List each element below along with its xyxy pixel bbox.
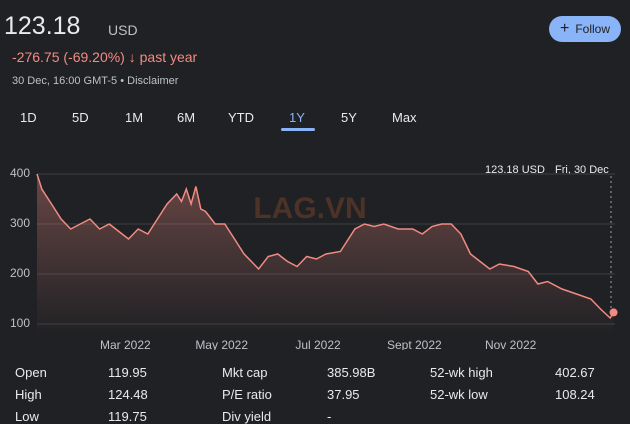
- x-tick-label: Nov 2022: [485, 338, 537, 350]
- price-change: -276.75 (-69.20%) ↓ past year: [12, 49, 197, 65]
- stat-label: 52-wk high: [430, 365, 493, 380]
- x-tick-label: May 2022: [195, 338, 248, 350]
- stat-value: 124.48: [108, 387, 148, 402]
- stat-value: 119.95: [108, 365, 147, 380]
- y-tick-label: 300: [10, 216, 30, 230]
- stat-value: 119.75: [108, 409, 147, 424]
- y-tick-label: 400: [10, 166, 30, 180]
- period: past year: [139, 49, 198, 65]
- stat-label: Div yield: [222, 409, 272, 424]
- stat-value: 402.67: [555, 365, 595, 380]
- tab-indicator: [281, 128, 315, 131]
- stat-value: -: [327, 409, 332, 424]
- x-tick-label: Sept 2022: [387, 338, 442, 350]
- tooltip-value: 123.18 USD: [485, 164, 545, 176]
- tab[interactable]: 6M: [177, 110, 196, 125]
- tab[interactable]: 1M: [125, 110, 144, 125]
- stat-label: Low: [15, 409, 39, 424]
- plus-icon: +: [559, 20, 570, 37]
- stat-label: Open: [15, 365, 47, 380]
- tab[interactable]: 5Y: [341, 110, 357, 125]
- change: -276.75 (-69.20%): [12, 49, 125, 65]
- y-tick-label: 200: [10, 266, 30, 280]
- follow-button[interactable]: + Follow: [549, 16, 621, 42]
- price: 123.18: [4, 12, 81, 40]
- arrow: ↓: [128, 49, 136, 65]
- stat-value: 37.95: [327, 387, 360, 402]
- tooltip-date: Fri, 30 Dec: [555, 164, 609, 176]
- chart: 123.18 USD Fri, 30 Dec LAG.VN 100 200 300 4…: [10, 164, 618, 350]
- stat-value: 385.98B: [327, 365, 376, 380]
- follow-label: Follow: [575, 22, 611, 36]
- tab[interactable]: 5D: [72, 110, 89, 125]
- tab[interactable]: YTD: [228, 110, 254, 125]
- tab[interactable]: Max: [392, 110, 417, 125]
- watermark: LAG.VN: [253, 192, 366, 225]
- x-tick-label: Jul 2022: [295, 338, 341, 350]
- end-point: [609, 308, 618, 317]
- price-line: [36, 173, 615, 320]
- tab[interactable]: 1D: [20, 110, 37, 125]
- stat-label: 52-wk low: [430, 387, 488, 402]
- stat-label: High: [15, 387, 42, 402]
- currency: USD: [108, 22, 138, 38]
- stat-label: P/E ratio: [222, 387, 272, 402]
- x-tick-label: Mar 2022: [100, 338, 151, 350]
- stat-value: 108.24: [555, 387, 595, 402]
- tab[interactable]: 1Y: [289, 110, 305, 125]
- stat-label: Mkt cap: [222, 365, 268, 380]
- y-tick-label: 100: [10, 316, 30, 330]
- timestamp: 30 Dec, 16:00 GMT-5 • Disclaimer: [12, 75, 179, 87]
